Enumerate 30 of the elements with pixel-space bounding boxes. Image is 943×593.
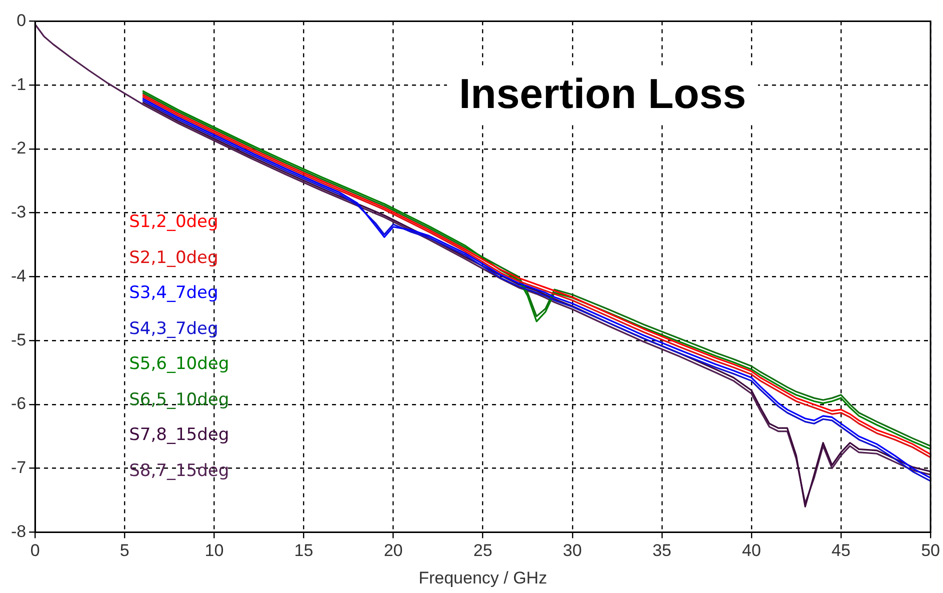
y-tick-label: -2 (10, 138, 26, 158)
y-tick-label: -3 (10, 202, 26, 222)
text: S2,1_0deg (129, 246, 220, 270)
text: S4,3_7deg (129, 318, 220, 341)
text: S6,5_10deg (129, 388, 230, 412)
x-tick-label: 25 (473, 541, 492, 560)
x-tick-label: 15 (294, 541, 314, 560)
x-tick-label: 50 (921, 541, 940, 560)
y-tick-label: -7 (10, 458, 26, 478)
text: Insertion Loss (447, 66, 758, 122)
text: S3,4_7deg (129, 282, 220, 306)
text: S8,7_15deg (129, 460, 230, 483)
x-tick-label: 45 (832, 541, 850, 560)
y-tick-label: -5 (10, 330, 26, 350)
y-tick-label: -1 (10, 74, 26, 94)
text: S5,6_10deg (129, 353, 230, 376)
x-tick-label: 40 (742, 541, 761, 560)
x-tick-label: 0 (30, 541, 40, 560)
x-tick-label: 10 (204, 541, 224, 560)
x-axis-title: Frequency / GHz (418, 568, 548, 588)
y-tick-label: -6 (10, 394, 26, 414)
x-tick-label: 30 (562, 541, 582, 560)
text: S1,2_0deg (129, 211, 220, 234)
y-tick-label: -8 (10, 522, 26, 541)
y-tick-label: 0 (16, 10, 26, 30)
x-tick-label: 35 (652, 541, 672, 560)
x-tick-label: 20 (384, 541, 403, 560)
x-tick-label: 5 (120, 541, 130, 560)
text: S7,8_15deg (129, 424, 230, 448)
y-tick-label: -4 (10, 266, 26, 286)
